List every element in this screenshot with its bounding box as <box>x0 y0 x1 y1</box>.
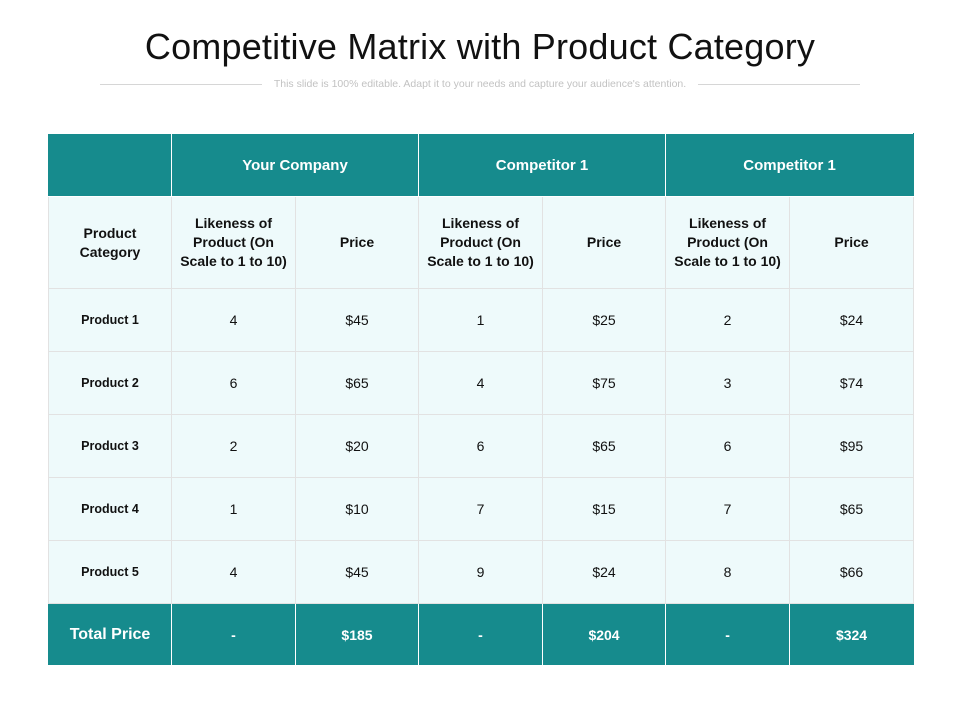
header-price: Price <box>542 196 667 289</box>
header-price: Price <box>294 196 420 289</box>
price-cell: $20 <box>294 414 420 478</box>
total-price-cell: $204 <box>542 603 667 666</box>
likeness-cell: 2 <box>665 288 791 352</box>
price-cell: $10 <box>294 477 420 541</box>
slide-title: Competitive Matrix with Product Category <box>144 26 816 67</box>
price-cell: $65 <box>294 351 420 415</box>
group-header-your-company: Your Company <box>170 133 420 197</box>
subtitle-row: This slide is 100% editable. Adapt it to… <box>100 76 861 92</box>
total-likeness-cell: - <box>171 603 296 666</box>
likeness-cell: 6 <box>418 414 544 478</box>
header-likeness: Likeness of Product (On Scale to 1 to 10… <box>418 196 544 289</box>
row-label: Product 2 <box>48 351 172 415</box>
likeness-cell: 3 <box>665 351 791 415</box>
table-row: Product 2 6 $65 4 $75 3 $74 <box>48 351 915 415</box>
likeness-cell: 9 <box>418 540 544 604</box>
slide-subtitle: This slide is 100% editable. Adapt it to… <box>273 78 687 90</box>
likeness-cell: 7 <box>418 477 544 541</box>
price-cell: $66 <box>789 540 915 604</box>
row-label: Product 5 <box>48 540 172 604</box>
row-label: Product 3 <box>48 414 172 478</box>
likeness-cell: 8 <box>665 540 791 604</box>
table-row: Product 3 2 $20 6 $65 6 $95 <box>48 414 915 478</box>
header-blank-cell <box>48 133 172 197</box>
likeness-cell: 6 <box>171 351 296 415</box>
competitive-matrix-table: Your Company Competitor 1 Competitor 1 P… <box>48 133 915 666</box>
table-row: Product 5 4 $45 9 $24 8 $66 <box>48 540 915 604</box>
likeness-cell: 1 <box>171 477 296 541</box>
row-label: Product 4 <box>48 477 172 541</box>
subtitle-divider-right <box>698 83 861 85</box>
likeness-cell: 7 <box>665 477 791 541</box>
group-header-row: Your Company Competitor 1 Competitor 1 <box>48 133 915 197</box>
table-row: Product 4 1 $10 7 $15 7 $65 <box>48 477 915 541</box>
likeness-cell: 4 <box>171 288 296 352</box>
subtitle-divider-left <box>100 83 262 85</box>
column-header-row: Product Category Likeness of Product (On… <box>48 196 915 289</box>
total-label: Total Price <box>48 603 172 666</box>
price-cell: $25 <box>542 288 667 352</box>
price-cell: $75 <box>542 351 667 415</box>
total-row: Total Price - $185 - $204 - $324 <box>48 603 915 666</box>
price-cell: $24 <box>789 288 915 352</box>
price-cell: $95 <box>789 414 915 478</box>
group-header-competitor-b: Competitor 1 <box>665 133 915 197</box>
likeness-cell: 4 <box>171 540 296 604</box>
likeness-cell: 6 <box>665 414 791 478</box>
header-price: Price <box>789 196 915 289</box>
likeness-cell: 2 <box>171 414 296 478</box>
price-cell: $45 <box>294 288 420 352</box>
header-likeness: Likeness of Product (On Scale to 1 to 10… <box>171 196 296 289</box>
price-cell: $65 <box>542 414 667 478</box>
row-label: Product 1 <box>48 288 172 352</box>
table-row: Product 1 4 $45 1 $25 2 $24 <box>48 288 915 352</box>
total-price-cell: $324 <box>789 603 915 666</box>
price-cell: $74 <box>789 351 915 415</box>
header-product-category: Product Category <box>48 196 172 289</box>
total-likeness-cell: - <box>418 603 544 666</box>
group-header-competitor-a: Competitor 1 <box>418 133 667 197</box>
total-price-cell: $185 <box>294 603 420 666</box>
likeness-cell: 1 <box>418 288 544 352</box>
price-cell: $65 <box>789 477 915 541</box>
total-likeness-cell: - <box>665 603 791 666</box>
price-cell: $45 <box>294 540 420 604</box>
likeness-cell: 4 <box>418 351 544 415</box>
price-cell: $15 <box>542 477 667 541</box>
price-cell: $24 <box>542 540 667 604</box>
header-likeness: Likeness of Product (On Scale to 1 to 10… <box>665 196 791 289</box>
